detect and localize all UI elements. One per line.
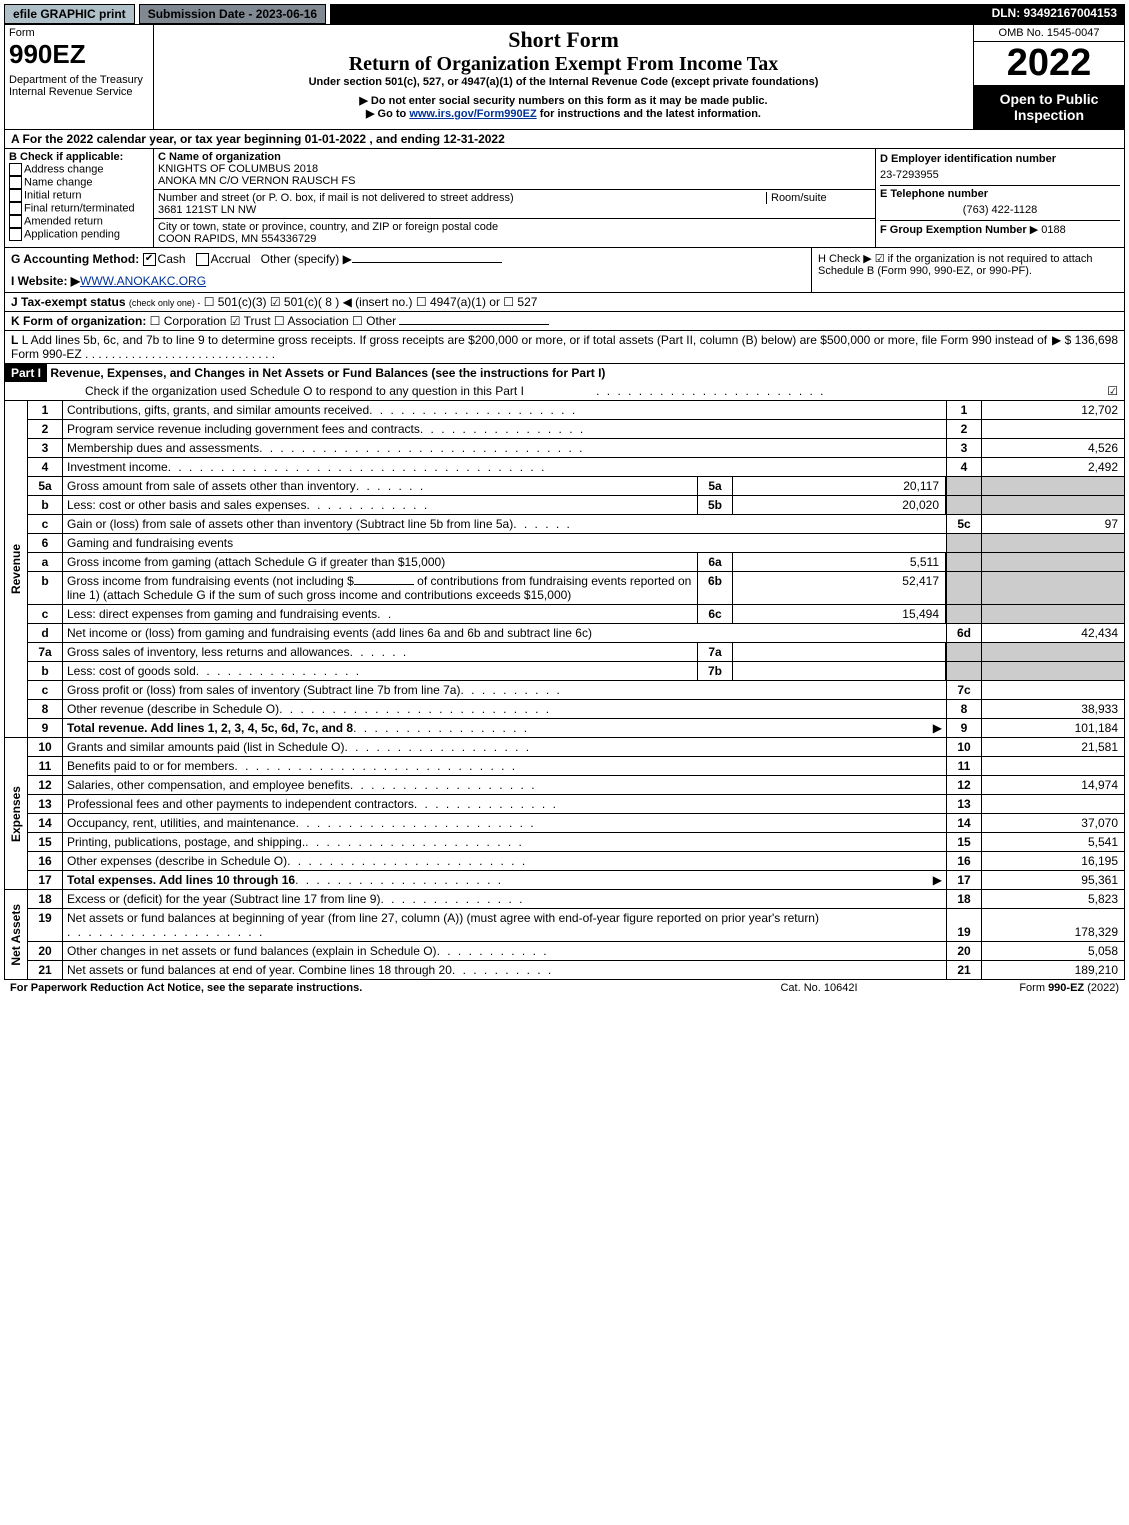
chk-address-change[interactable]: Address change [9,163,149,176]
row-a-tax-year: A For the 2022 calendar year, or tax yea… [4,130,1125,149]
col-b: B Check if applicable: Address change Na… [5,149,154,247]
room-suite-label: Room/suite [766,192,871,204]
instr-suffix: for instructions and the latest informat… [537,108,761,120]
line-7a: 7a Gross sales of inventory, less return… [28,643,1124,662]
footer-left: For Paperwork Reduction Act Notice, see … [10,982,719,994]
line-7b: b Less: cost of goods sold . . . . . . .… [28,662,1124,681]
city-label: City or town, state or province, country… [158,221,498,233]
line-21: 21Net assets or fund balances at end of … [28,961,1124,979]
chk-name-change[interactable]: Name change [9,176,149,189]
chk-cash[interactable] [143,253,156,266]
line-12: 12Salaries, other compensation, and empl… [28,776,1124,795]
top-bar: efile GRAPHIC print Submission Date - 20… [4,4,1125,24]
website-link[interactable]: WWW.ANOKAKC.ORG [80,274,206,288]
f-group-value: ▶ 0188 [1030,224,1066,236]
b-label: B Check if applicable: [9,151,149,163]
tax-year: 2022 [974,42,1124,85]
net-assets-section: Net Assets 18Excess or (deficit) for the… [4,890,1125,980]
line-8: 8 Other revenue (describe in Schedule O)… [28,700,1124,719]
dept-label: Department of the Treasury Internal Reve… [9,74,149,98]
i-website: I Website: ▶WWW.ANOKAKC.ORG [11,274,805,288]
line-5a: 5a Gross amount from sale of assets othe… [28,477,1124,496]
line-2: 2 Program service revenue including gove… [28,420,1124,439]
line-17: 17Total expenses. Add lines 10 through 1… [28,871,1124,889]
line-1: 1 Contributions, gifts, grants, and simi… [28,401,1124,420]
line-3: 3 Membership dues and assessments . . . … [28,439,1124,458]
line-20: 20Other changes in net assets or fund ba… [28,942,1124,961]
main-title: Return of Organization Exempt From Incom… [156,53,971,76]
chk-application-pending[interactable]: Application pending [9,228,149,241]
col-c: C Name of organization KNIGHTS OF COLUMB… [154,149,876,247]
j-row: J Tax-exempt status (check only one) - ☐… [4,293,1125,312]
line-7c: c Gross profit or (loss) from sales of i… [28,681,1124,700]
c-label: C Name of organization [158,151,281,163]
l-value: ▶ $ 136,698 [1052,333,1118,361]
open-to-public: Open to Public Inspection [974,85,1124,129]
dln-label: DLN: 93492167004153 [330,4,1125,24]
line-16: 16Other expenses (describe in Schedule O… [28,852,1124,871]
line-5c: c Gain or (loss) from sale of assets oth… [28,515,1124,534]
chk-amended-return[interactable]: Amended return [9,215,149,228]
line-6: 6 Gaming and fundraising events [28,534,1124,553]
line-13: 13Professional fees and other payments t… [28,795,1124,814]
chk-accrual[interactable] [196,253,209,266]
form-label: Form [9,27,149,39]
form-header: Form 990EZ Department of the Treasury In… [4,24,1125,130]
line-5b: b Less: cost or other basis and sales ex… [28,496,1124,515]
chk-final-return[interactable]: Final return/terminated [9,202,149,215]
line-9: 9 Total revenue. Add lines 1, 2, 3, 4, 5… [28,719,1124,737]
section-bcd: B Check if applicable: Address change Na… [4,149,1125,248]
city-value: COON RAPIDS, MN 554336729 [158,233,316,245]
instr-ssn: ▶ Do not enter social security numbers o… [156,94,971,107]
omb-number: OMB No. 1545-0047 [974,25,1124,42]
l-row: L L Add lines 5b, 6c, and 7b to line 9 t… [4,331,1125,364]
line-6b: b Gross income from fundraising events (… [28,572,1124,605]
line-19: 19Net assets or fund balances at beginni… [28,909,1124,942]
short-form-title: Short Form [156,27,971,53]
h-check: H Check ▶ ☑ if the organization is not r… [811,248,1124,292]
part1-header-row: Part I Revenue, Expenses, and Changes in… [4,364,1125,401]
k-row: K Form of organization: ☐ Corporation ☑ … [4,312,1125,331]
footer-cat-no: Cat. No. 10642I [719,982,919,994]
chk-initial-return[interactable]: Initial return [9,189,149,202]
efile-print-button[interactable]: efile GRAPHIC print [4,4,135,24]
revenue-section: Revenue 1 Contributions, gifts, grants, … [4,401,1125,738]
tel-value: (763) 422-1128 [880,202,1120,218]
part1-title: Revenue, Expenses, and Changes in Net As… [50,366,605,380]
form-number: 990EZ [9,39,149,70]
org-name: KNIGHTS OF COLUMBUS 2018 ANOKA MN C/O VE… [158,163,355,187]
expenses-section: Expenses 10Grants and similar amounts pa… [4,738,1125,890]
revenue-tab: Revenue [5,401,28,737]
e-tel-label: E Telephone number [880,185,1120,202]
addr-label: Number and street (or P. O. box, if mail… [158,192,766,204]
line-11: 11Benefits paid to or for members . . . … [28,757,1124,776]
g-accounting: G Accounting Method: Cash Accrual Other … [11,252,805,266]
submission-date-button[interactable]: Submission Date - 2023-06-16 [139,4,326,24]
page-footer: For Paperwork Reduction Act Notice, see … [4,980,1125,996]
line-10: 10Grants and similar amounts paid (list … [28,738,1124,757]
ein-value: 23-7293955 [880,167,1120,183]
part1-label: Part I [5,364,47,382]
line-4: 4 Investment income . . . . . . . . . . … [28,458,1124,477]
net-assets-tab: Net Assets [5,890,28,979]
under-section: Under section 501(c), 527, or 4947(a)(1)… [156,76,971,88]
gh-row: G Accounting Method: Cash Accrual Other … [4,248,1125,293]
line-14: 14Occupancy, rent, utilities, and mainte… [28,814,1124,833]
f-group-label: F Group Exemption Number [880,224,1027,236]
expenses-tab: Expenses [5,738,28,889]
col-d: D Employer identification number 23-7293… [876,149,1124,247]
d-ein-label: D Employer identification number [880,151,1120,167]
irs-link[interactable]: www.irs.gov/Form990EZ [409,108,536,120]
line-15: 15Printing, publications, postage, and s… [28,833,1124,852]
line-6a: a Gross income from gaming (attach Sched… [28,553,1124,572]
line-6d: d Net income or (loss) from gaming and f… [28,624,1124,643]
street-address: 3681 121ST LN NW [158,204,256,216]
instr-prefix: ▶ Go to [366,108,409,120]
instr-goto: ▶ Go to www.irs.gov/Form990EZ for instru… [156,107,971,120]
line-6c: c Less: direct expenses from gaming and … [28,605,1124,624]
part1-checkbox[interactable]: ☑ [1107,384,1118,398]
footer-form-ref: Form 990-EZ (2022) [919,982,1119,994]
part1-check-text: Check if the organization used Schedule … [85,384,596,398]
line-18: 18Excess or (deficit) for the year (Subt… [28,890,1124,909]
